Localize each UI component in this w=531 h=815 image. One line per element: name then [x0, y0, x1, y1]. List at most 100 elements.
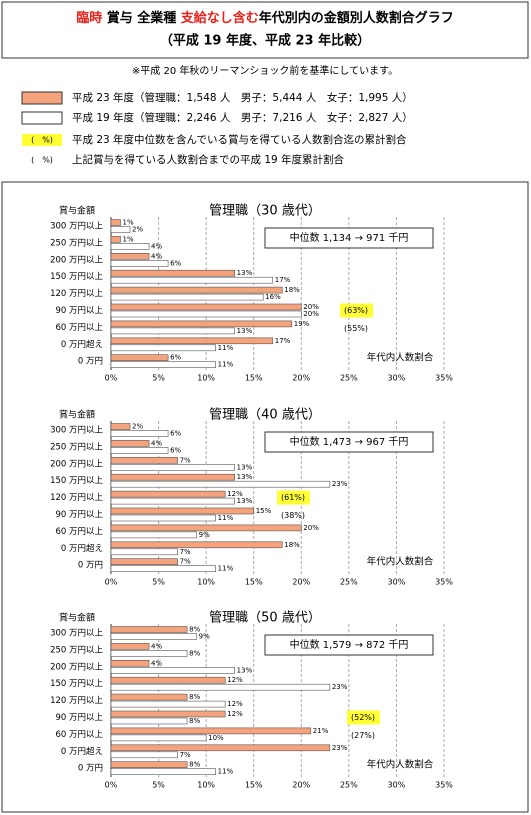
value-label: 19% — [294, 320, 310, 328]
value-label: 2% — [132, 423, 143, 431]
value-label: 6% — [170, 354, 181, 362]
bar — [110, 286, 283, 294]
y-tick-label: 90 万円以上 — [55, 510, 103, 520]
x-tick-label: 30% — [388, 781, 406, 790]
bar — [110, 548, 178, 556]
value-label: 18% — [284, 286, 300, 294]
bar — [110, 236, 121, 243]
x-tick-label: 35% — [435, 374, 453, 383]
y-tick-label: 150 万円以上 — [50, 272, 103, 282]
median-text: 中位数 1,134 → 971 千円 — [290, 231, 409, 244]
bar — [110, 440, 150, 447]
y-tick-label: 250 万円以上 — [50, 645, 103, 655]
bar — [110, 507, 255, 515]
bar — [110, 643, 150, 650]
value-label: 10% — [208, 734, 224, 742]
bar — [110, 666, 235, 674]
value-label: 7% — [180, 751, 191, 759]
y-tick-label: 120 万円以上 — [50, 696, 103, 706]
value-label: 15% — [256, 507, 272, 515]
y-tick-label: 250 万円以上 — [50, 442, 103, 452]
median-box — [264, 431, 434, 453]
bar — [110, 659, 150, 667]
bar — [110, 226, 131, 233]
value-label: 11% — [218, 361, 234, 369]
value-label: 20% — [303, 310, 319, 318]
panel-title: 管理職（40 歳代） — [209, 408, 321, 423]
x-tick-label: 10% — [197, 578, 215, 587]
value-label: 13% — [237, 463, 253, 471]
bar — [110, 531, 197, 539]
y-axis-label: 賞与金額 — [59, 205, 95, 217]
bar — [110, 761, 188, 769]
value-label: 1% — [123, 235, 134, 243]
bar — [110, 727, 312, 735]
value-label: 8% — [189, 693, 200, 701]
annotation: (38%) — [281, 511, 305, 520]
bar — [110, 693, 188, 701]
value-label: 4% — [151, 659, 162, 667]
bar — [110, 354, 169, 362]
value-label: 18% — [284, 541, 300, 549]
value-label: 2% — [132, 226, 143, 234]
bar — [110, 337, 274, 345]
y-tick-label: 300 万円以上 — [50, 426, 103, 436]
note: ※平成 20 年秋のリーマンショック前を基準にしています。 — [132, 64, 398, 77]
value-label: 9% — [199, 531, 210, 539]
x-tick-label: 15% — [245, 578, 263, 587]
y-tick-label: 300 万円以上 — [50, 629, 103, 639]
value-label: 4% — [151, 439, 162, 447]
bar — [110, 541, 283, 549]
y-tick-label: 60 万円以上 — [55, 323, 103, 333]
x-axis-label: 年代内人数割合 — [367, 352, 434, 364]
median-text: 中位数 1,473 → 967 千円 — [290, 435, 409, 448]
value-label: 7% — [180, 558, 191, 566]
value-label: 17% — [275, 276, 291, 284]
value-label: 17% — [275, 337, 291, 345]
panel-title: 管理職（30 歳代） — [209, 204, 321, 219]
legend-text: 上記賞与を得ている人数割合までの平成 19 年度累計割合 — [72, 153, 345, 166]
value-label: 23% — [332, 480, 348, 488]
bar — [110, 320, 293, 328]
legend-swatch — [21, 111, 63, 125]
value-label: 7% — [180, 456, 191, 464]
annotation-highlight — [277, 490, 310, 505]
bar — [110, 734, 207, 742]
header-box — [1, 1, 529, 59]
y-axis-label: 賞与金額 — [59, 409, 95, 421]
value-label: 4% — [151, 252, 162, 260]
x-tick-label: 15% — [245, 781, 263, 790]
value-label: 11% — [218, 514, 234, 522]
bar — [110, 751, 178, 759]
bar — [110, 456, 178, 464]
bar — [110, 633, 197, 640]
legend-symbol: ( %) — [31, 156, 53, 165]
y-tick-label: 250 万円以上 — [50, 238, 103, 248]
y-tick-label: 0 万円超え — [61, 339, 103, 350]
bar — [110, 253, 150, 260]
bar — [110, 717, 188, 725]
bar — [110, 430, 169, 437]
y-tick-label: 60 万円以上 — [55, 527, 103, 537]
bar — [110, 565, 216, 573]
y-tick-label: 200 万円以上 — [50, 459, 103, 469]
x-tick-label: 25% — [340, 781, 358, 790]
value-label: 9% — [199, 633, 210, 641]
bar — [110, 447, 169, 454]
legend-swatch — [22, 134, 62, 146]
y-tick-label: 0 万円 — [78, 764, 103, 774]
bar — [110, 710, 226, 718]
legend-symbol: ( %) — [31, 136, 53, 145]
bar — [110, 423, 131, 430]
bar — [110, 768, 216, 776]
x-tick-label: 10% — [197, 374, 215, 383]
bar — [110, 361, 216, 369]
y-tick-label: 90 万円以上 — [55, 306, 103, 316]
bar — [110, 259, 169, 267]
x-axis-label: 年代内人数割合 — [367, 759, 434, 771]
y-tick-label: 200 万円以上 — [50, 255, 103, 265]
x-tick-label: 0% — [105, 578, 118, 587]
value-label: 8% — [189, 626, 200, 634]
bar — [110, 744, 331, 752]
annotation-highlight — [340, 303, 373, 318]
